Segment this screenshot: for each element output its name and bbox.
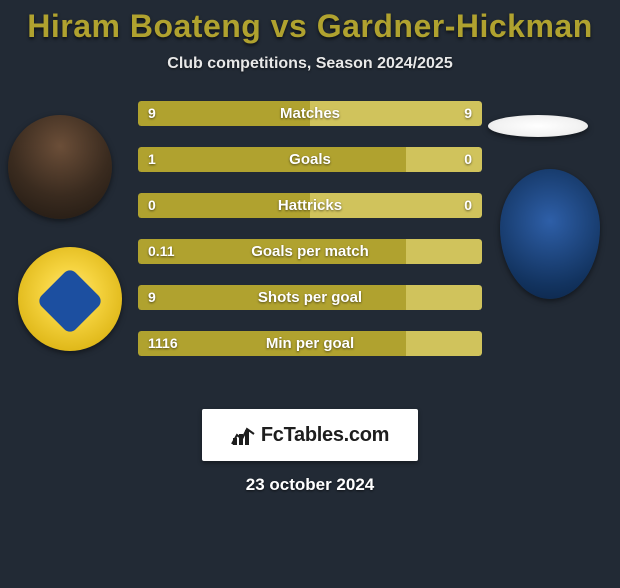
fctables-logo: FcTables.com: [202, 409, 418, 461]
player-left-avatar: [8, 115, 112, 219]
stat-row: 9Shots per goal: [138, 285, 482, 310]
club-left-badge: [18, 247, 122, 351]
stat-bar-left: [138, 331, 406, 356]
season-subtitle: Club competitions, Season 2024/2025: [0, 55, 620, 73]
stat-bar-left: [138, 147, 406, 172]
stat-row: 1116Min per goal: [138, 331, 482, 356]
stat-row: 0.11Goals per match: [138, 239, 482, 264]
bars-icon: [231, 424, 255, 446]
stat-value-left: 0: [148, 193, 156, 218]
stat-value-left: 1: [148, 147, 156, 172]
stat-value-left: 9: [148, 101, 156, 126]
stat-bar-right: [310, 193, 482, 218]
stat-value-left: 1116: [148, 331, 178, 356]
stat-value-left: 9: [148, 285, 156, 310]
club-right-badge: [500, 169, 600, 299]
stat-bar-left: [138, 101, 310, 126]
stat-bar-right: [406, 239, 482, 264]
stat-value-right: 9: [464, 101, 472, 126]
comparison-area: 99Matches10Goals00Hattricks0.11Goals per…: [0, 101, 620, 391]
stat-bar-left: [138, 239, 406, 264]
stat-row: 99Matches: [138, 101, 482, 126]
stat-bar-right: [310, 101, 482, 126]
stat-value-right: 0: [464, 193, 472, 218]
stat-value-right: 0: [464, 147, 472, 172]
stat-row: 10Goals: [138, 147, 482, 172]
stat-bar-right: [406, 331, 482, 356]
stat-row: 00Hattricks: [138, 193, 482, 218]
snapshot-date: 23 october 2024: [0, 475, 620, 495]
stat-bar-left: [138, 285, 406, 310]
stat-bar-right: [406, 285, 482, 310]
logo-text: FcTables.com: [261, 424, 389, 447]
page-title: Hiram Boateng vs Gardner-Hickman: [0, 8, 620, 45]
player-right-avatar: [488, 115, 588, 137]
stat-value-left: 0.11: [148, 239, 174, 264]
stat-bar-left: [138, 193, 310, 218]
stat-bars: 99Matches10Goals00Hattricks0.11Goals per…: [138, 101, 482, 377]
